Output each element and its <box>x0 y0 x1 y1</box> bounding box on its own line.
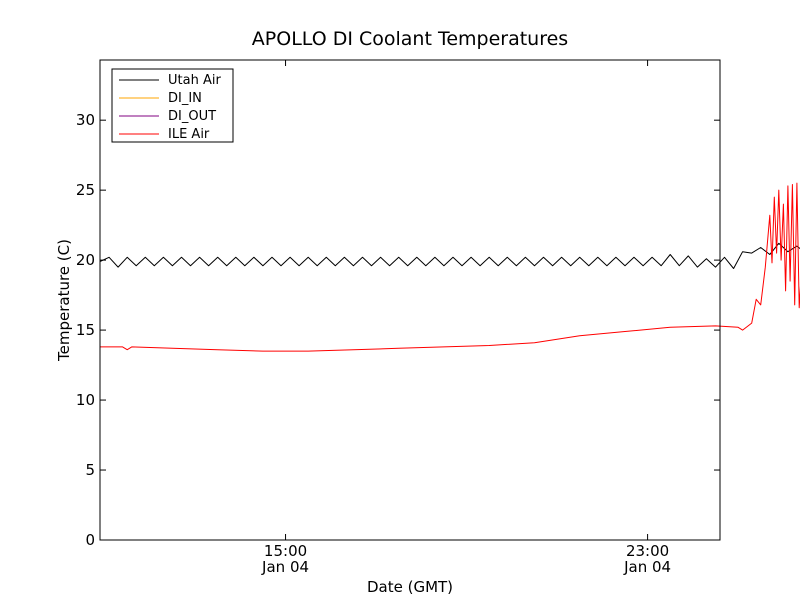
series-line-utah-air <box>99 242 800 269</box>
legend-box <box>111 68 234 143</box>
y-tick-label: 30 <box>76 111 95 129</box>
legend-label: ILE Air <box>168 127 210 142</box>
legend-label: Utah Air <box>168 73 221 88</box>
x-axis-label: Date (GMT) <box>367 578 453 596</box>
y-tick-label: 15 <box>76 321 95 339</box>
y-tick-label: 20 <box>76 251 95 269</box>
x-tick-label-date: Jan 04 <box>261 558 309 576</box>
plot-frame <box>99 59 721 541</box>
y-axis-label: Temperature (C) <box>55 239 73 362</box>
x-tick-label-date: Jan 04 <box>623 558 671 576</box>
legend-label: DI_OUT <box>168 109 216 124</box>
y-tick-label: 25 <box>76 181 95 199</box>
x-tick-label-time: 23:00 <box>626 542 669 560</box>
y-ticks: 0 5 10 15 20 25 30 <box>76 111 720 549</box>
series-line-ile-air <box>100 182 800 352</box>
x-tick-label-time: 15:00 <box>264 542 307 560</box>
legend-label: DI_IN <box>168 91 202 106</box>
plot-area <box>99 182 800 352</box>
y-tick-label: 5 <box>85 461 95 479</box>
chart-title: APOLLO DI Coolant Temperatures <box>252 28 568 50</box>
y-tick-label: 0 <box>85 531 95 549</box>
y-tick-label: 10 <box>76 391 95 409</box>
legend: Utah Air DI_IN DI_OUT ILE Air <box>111 68 234 143</box>
